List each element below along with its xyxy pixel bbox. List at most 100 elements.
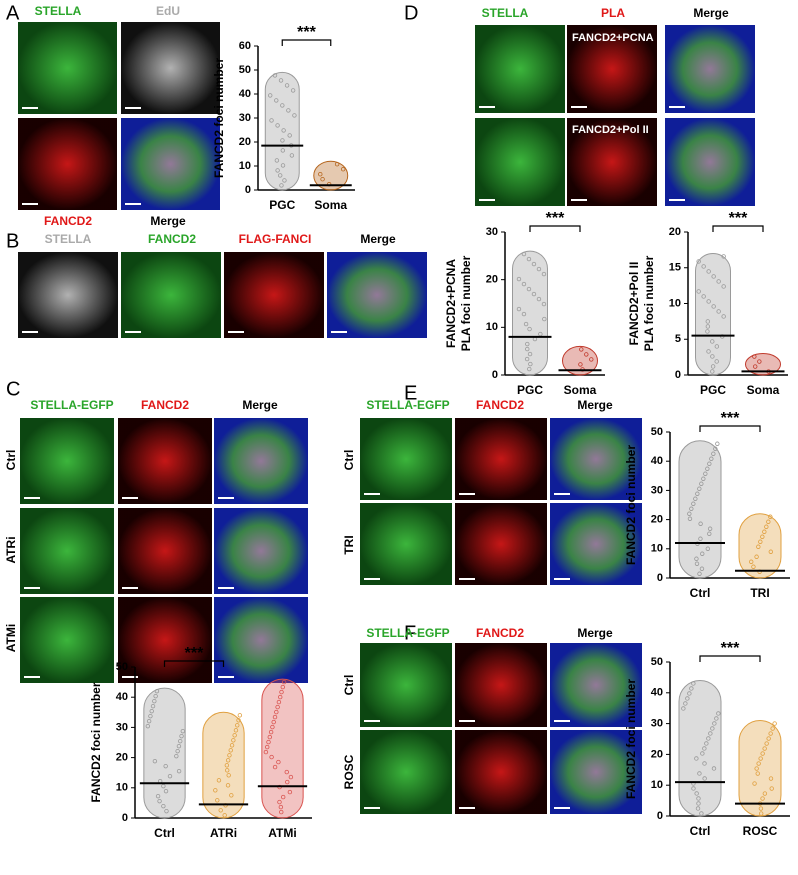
- dot-texture: [145, 723, 151, 729]
- dot-texture: [685, 696, 690, 701]
- channel-label: Merge: [693, 6, 729, 20]
- dot-texture: [521, 281, 527, 287]
- channel-label: STELLA: [35, 4, 82, 18]
- y-axis-label: FANCD2 foci number: [624, 679, 638, 799]
- dot-texture: [542, 316, 547, 322]
- image-tile-content: [20, 508, 114, 594]
- dot-texture: [180, 728, 186, 734]
- image-tile-content: [567, 25, 657, 113]
- dot-texture: [524, 356, 530, 362]
- row-label: ATMi: [4, 624, 18, 652]
- dot-texture: [698, 521, 703, 526]
- dot-texture: [768, 776, 774, 781]
- dot-texture: [753, 364, 758, 369]
- dot-texture: [274, 709, 279, 715]
- significance-bracket: [163, 660, 225, 667]
- y-tick-label: 20: [486, 274, 498, 286]
- dot-spread: [202, 711, 245, 819]
- dot-texture: [705, 466, 710, 471]
- dot-texture: [527, 351, 533, 357]
- dot-texture: [689, 686, 694, 691]
- x-tick-label: ATMi: [268, 826, 296, 840]
- dot-texture: [691, 501, 696, 506]
- dot-texture: [702, 761, 707, 766]
- dot-texture: [713, 446, 718, 451]
- y-tick-label: 40: [116, 691, 128, 703]
- dot-texture: [521, 251, 527, 257]
- dot-texture: [700, 551, 705, 556]
- y-tick-label: 20: [669, 226, 681, 238]
- dot-texture: [699, 566, 705, 571]
- channel-label: STELLA: [482, 6, 529, 20]
- dot-texture: [707, 461, 712, 466]
- dot-texture: [759, 811, 764, 816]
- y-axis-label: PLA foci number: [459, 255, 473, 351]
- y-tick-label: 0: [492, 369, 498, 381]
- dot-texture: [752, 354, 757, 359]
- dot-texture: [222, 813, 227, 818]
- x-tick-label: TRI: [750, 586, 769, 600]
- dot-texture: [683, 701, 688, 706]
- dot-spread: [562, 345, 598, 376]
- dot-texture: [770, 726, 775, 731]
- image-tile-content: [214, 597, 308, 683]
- y-axis-label: FANCD2 foci number: [89, 682, 103, 802]
- dot-texture: [280, 138, 285, 143]
- dot-texture: [694, 561, 700, 566]
- y-tick-label: 20: [651, 748, 663, 760]
- dot-texture: [286, 108, 291, 113]
- dot-texture: [696, 259, 701, 264]
- dot-texture: [689, 506, 694, 511]
- y-tick-label: 20: [239, 136, 251, 148]
- image-tile-content: [455, 418, 547, 500]
- dot-texture: [237, 713, 243, 718]
- y-tick-label: 10: [651, 779, 663, 791]
- dot-texture: [281, 679, 287, 685]
- dot-texture: [694, 756, 699, 761]
- dot-texture: [163, 763, 168, 769]
- dot-texture: [762, 746, 767, 751]
- dot-texture: [272, 764, 278, 770]
- dot-texture: [705, 546, 711, 551]
- dot-texture: [710, 354, 715, 359]
- dot-texture: [227, 753, 232, 758]
- dot-texture: [334, 161, 340, 167]
- dot-texture: [224, 768, 230, 773]
- image-tile-content: [360, 503, 452, 585]
- image-tile-content: [20, 597, 114, 683]
- image-tile-content: [360, 643, 452, 727]
- x-tick-label: Ctrl: [154, 826, 175, 840]
- dot-texture: [233, 728, 239, 733]
- channel-label: PLA: [601, 6, 625, 20]
- image-tile-content: [18, 118, 117, 210]
- dot-texture: [340, 166, 346, 172]
- x-tick-label: PGC: [517, 383, 543, 397]
- dot-texture: [146, 718, 152, 724]
- dot-spread: [745, 353, 781, 376]
- panel-label: E: [404, 382, 417, 404]
- overlay-label: FANCD2+Pol II: [572, 124, 649, 136]
- dot-texture: [280, 103, 285, 108]
- y-tick-label: 0: [657, 810, 663, 822]
- y-tick-label: 50: [651, 656, 663, 668]
- dot-texture: [702, 746, 707, 751]
- dot-texture: [236, 718, 241, 723]
- dot-texture: [229, 743, 235, 748]
- image-tile-content: [224, 252, 324, 338]
- channel-label: Merge: [577, 626, 613, 640]
- dot-texture: [768, 549, 774, 554]
- image-tile-content: [550, 418, 642, 500]
- dot-texture: [716, 309, 721, 314]
- dot-spread: [261, 678, 304, 819]
- dot-texture: [526, 286, 532, 292]
- dot-texture: [762, 529, 767, 534]
- dot-texture: [526, 256, 532, 262]
- dot-texture: [174, 753, 179, 759]
- dot-texture: [751, 564, 756, 569]
- dot-texture: [712, 721, 717, 726]
- dot-texture: [320, 176, 325, 182]
- significance-bracket: [529, 225, 581, 232]
- dot-texture: [228, 748, 233, 753]
- dot-texture: [701, 264, 706, 269]
- dot-texture: [701, 476, 706, 481]
